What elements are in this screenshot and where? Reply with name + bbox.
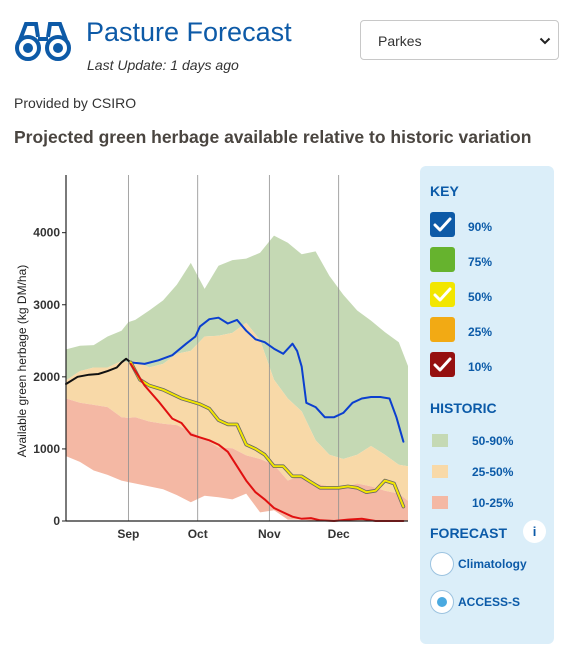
month-gridlines [127, 175, 340, 521]
series-10% [129, 362, 405, 522]
y-ticks: 0 1000 2000 3000 4000 [33, 226, 66, 528]
key-label-90: 90% [468, 220, 493, 234]
historic-title: HISTORIC [430, 400, 497, 416]
x-tick-sep: Sep [117, 527, 139, 541]
key-checkbox-50[interactable] [430, 282, 455, 307]
key-label-50: 50% [468, 290, 493, 304]
key-checkbox-90[interactable] [430, 212, 455, 237]
last-update-label: Last Update: [87, 57, 167, 73]
key-label-10: 10% [468, 360, 493, 374]
x-tick-oct: Oct [188, 527, 208, 541]
x-tick-dec: Dec [328, 527, 350, 541]
info-icon[interactable]: i [523, 520, 546, 543]
key-panel: KEY 90% 75% 50% 25% 10% HISTORIC 50-90% … [420, 166, 554, 644]
band-10-25% [66, 398, 408, 521]
historic-swatch-50-90 [432, 434, 448, 447]
key-title: KEY [430, 183, 459, 199]
forecast-series [65, 316, 406, 522]
key-label-75: 75% [468, 255, 493, 269]
historic-label-25-50: 25-50% [472, 465, 514, 479]
location-select[interactable]: Parkes [360, 20, 559, 60]
radio-selected-dot [437, 597, 447, 607]
check-icon [433, 287, 452, 302]
y-tick-3000: 3000 [33, 298, 60, 312]
y-tick-4000: 4000 [33, 226, 60, 240]
radio-climatology[interactable] [430, 552, 454, 576]
chevron-down-icon [539, 37, 551, 45]
forecast-title: FORECAST [430, 525, 507, 541]
radio-access-s[interactable] [430, 590, 454, 614]
location-select-value: Parkes [378, 33, 422, 49]
series-observed [65, 357, 132, 385]
chart-heading: Projected green herbage available relati… [14, 127, 532, 147]
band-50-90% [66, 235, 408, 467]
band-25-50% [66, 322, 408, 501]
x-tick-nov: Nov [258, 527, 281, 541]
historic-label-10-25: 10-25% [472, 496, 514, 510]
pasture-chart: 0 1000 2000 3000 4000 Sep Oct Nov Dec Available… [15, 175, 408, 541]
key-label-25: 25% [468, 325, 493, 339]
radio-label-climatology: Climatology [458, 557, 527, 571]
key-checkbox-25[interactable] [430, 317, 455, 342]
last-update-value: 1 days ago [170, 57, 239, 73]
historic-swatch-10-25 [432, 496, 448, 509]
x-ticks: Sep Oct Nov Dec [117, 527, 350, 541]
y-tick-1000: 1000 [33, 442, 60, 456]
last-update: Last Update: 1 days ago [87, 57, 239, 73]
app-title: Pasture Forecast [86, 17, 292, 47]
historic-label-50-90: 50-90% [472, 434, 514, 448]
provided-by: Provided by CSIRO [14, 95, 137, 111]
radio-label-access-s: ACCESS-S [458, 595, 521, 609]
key-checkbox-75[interactable] [430, 247, 455, 272]
key-checkbox-10[interactable] [430, 352, 455, 377]
y-tick-0: 0 [53, 514, 60, 528]
y-tick-2000: 2000 [33, 370, 60, 384]
y-axis-label: Available green herbage (kg DM/ha) [15, 265, 29, 458]
series-90% [129, 316, 405, 443]
series-50% [129, 361, 405, 508]
check-icon [433, 357, 452, 372]
historic-swatch-25-50 [432, 465, 448, 478]
binoculars-icon [15, 22, 71, 61]
check-icon [433, 217, 452, 232]
historic-bands [66, 235, 408, 521]
